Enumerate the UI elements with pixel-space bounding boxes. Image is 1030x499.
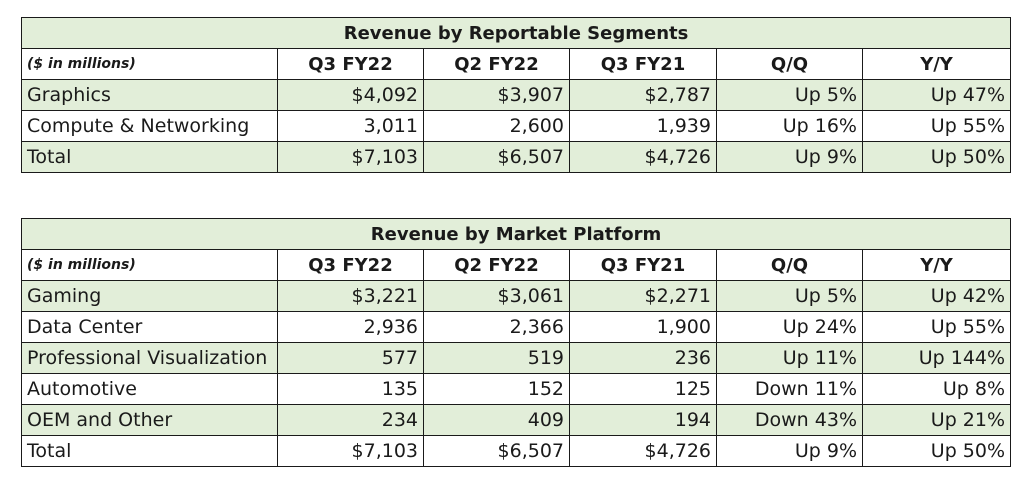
col-header-qq: Q/Q: [716, 48, 863, 80]
cell-value: $3,061: [423, 280, 570, 312]
cell-value: Up 47%: [861, 79, 1012, 111]
row-label: Total: [21, 435, 278, 467]
cell-value: $6,507: [423, 141, 570, 173]
row-label: Compute & Networking: [21, 110, 278, 142]
cell-value: Down 43%: [716, 404, 863, 436]
cell-value: 1,900: [569, 311, 717, 343]
cell-value: 3,011: [277, 110, 424, 142]
units-header: ($ in millions): [21, 249, 278, 281]
cell-value: 194: [569, 404, 717, 436]
cell-value: 2,366: [423, 311, 570, 343]
cell-value: 234: [277, 404, 424, 436]
col-header-yy: Y/Y: [861, 48, 1012, 80]
cell-value: 152: [423, 373, 570, 405]
cell-value: Up 50%: [861, 141, 1012, 173]
cell-value: 519: [423, 342, 570, 374]
col-header-yy: Y/Y: [861, 249, 1012, 281]
row-label: Total: [21, 141, 278, 173]
row-label: Professional Visualization: [21, 342, 278, 374]
row-label: Graphics: [21, 79, 278, 111]
cell-value: Up 144%: [861, 342, 1012, 374]
cell-value: Up 21%: [861, 404, 1012, 436]
table-row: Total $7,103 $6,507 $4,726 Up 9% Up 50%: [21, 141, 1012, 173]
col-header-q3fy22: Q3 FY22: [277, 48, 424, 80]
units-header: ($ in millions): [21, 48, 278, 80]
col-header-q3fy21: Q3 FY21: [569, 249, 717, 281]
cell-value: 577: [277, 342, 424, 374]
row-label: Gaming: [21, 280, 278, 312]
cell-value: $3,221: [277, 280, 424, 312]
cell-value: Down 11%: [716, 373, 863, 405]
col-header-q3fy22: Q3 FY22: [277, 249, 424, 281]
cell-value: Up 11%: [716, 342, 863, 374]
table-row: OEM and Other 234 409 194 Down 43% Up 21…: [21, 404, 1012, 436]
table-row: Gaming $3,221 $3,061 $2,271 Up 5% Up 42%: [21, 280, 1012, 312]
cell-value: Up 42%: [861, 280, 1012, 312]
table-row: Professional Visualization 577 519 236 U…: [21, 342, 1012, 374]
col-header-qq: Q/Q: [716, 249, 863, 281]
table-row: Compute & Networking 3,011 2,600 1,939 U…: [21, 110, 1012, 142]
cell-value: $2,787: [569, 79, 717, 111]
cell-value: $4,726: [569, 141, 717, 173]
cell-value: $7,103: [277, 435, 424, 467]
platforms-table: Revenue by Market Platform ($ in million…: [20, 218, 1012, 467]
segments-table-title: Revenue by Reportable Segments: [20, 17, 1012, 49]
platforms-table-title: Revenue by Market Platform: [20, 218, 1012, 250]
cell-value: 125: [569, 373, 717, 405]
table-row: Total $7,103 $6,507 $4,726 Up 9% Up 50%: [21, 435, 1012, 467]
cell-value: $3,907: [423, 79, 570, 111]
cell-value: $6,507: [423, 435, 570, 467]
cell-value: 2,936: [277, 311, 424, 343]
cell-value: Up 50%: [861, 435, 1012, 467]
cell-value: 409: [423, 404, 570, 436]
row-label: Automotive: [21, 373, 278, 405]
cell-value: Up 55%: [861, 311, 1012, 343]
cell-value: Up 8%: [861, 373, 1012, 405]
cell-value: 135: [277, 373, 424, 405]
cell-value: 2,600: [423, 110, 570, 142]
cell-value: $4,726: [569, 435, 717, 467]
cell-value: Up 16%: [716, 110, 863, 142]
cell-value: $2,271: [569, 280, 717, 312]
table-row: Data Center 2,936 2,366 1,900 Up 24% Up …: [21, 311, 1012, 343]
cell-value: 236: [569, 342, 717, 374]
table-row: Graphics $4,092 $3,907 $2,787 Up 5% Up 4…: [21, 79, 1012, 111]
col-header-q3fy21: Q3 FY21: [569, 48, 717, 80]
cell-value: 1,939: [569, 110, 717, 142]
cell-value: $4,092: [277, 79, 424, 111]
cell-value: Up 9%: [716, 141, 863, 173]
cell-value: Up 24%: [716, 311, 863, 343]
col-header-q2fy22: Q2 FY22: [423, 48, 570, 80]
row-label: OEM and Other: [21, 404, 278, 436]
table-row: Automotive 135 152 125 Down 11% Up 8%: [21, 373, 1012, 405]
cell-value: Up 55%: [861, 110, 1012, 142]
col-header-q2fy22: Q2 FY22: [423, 249, 570, 281]
row-label: Data Center: [21, 311, 278, 343]
cell-value: Up 9%: [716, 435, 863, 467]
cell-value: Up 5%: [716, 79, 863, 111]
segments-table: Revenue by Reportable Segments ($ in mil…: [20, 17, 1012, 173]
cell-value: Up 5%: [716, 280, 863, 312]
cell-value: $7,103: [277, 141, 424, 173]
